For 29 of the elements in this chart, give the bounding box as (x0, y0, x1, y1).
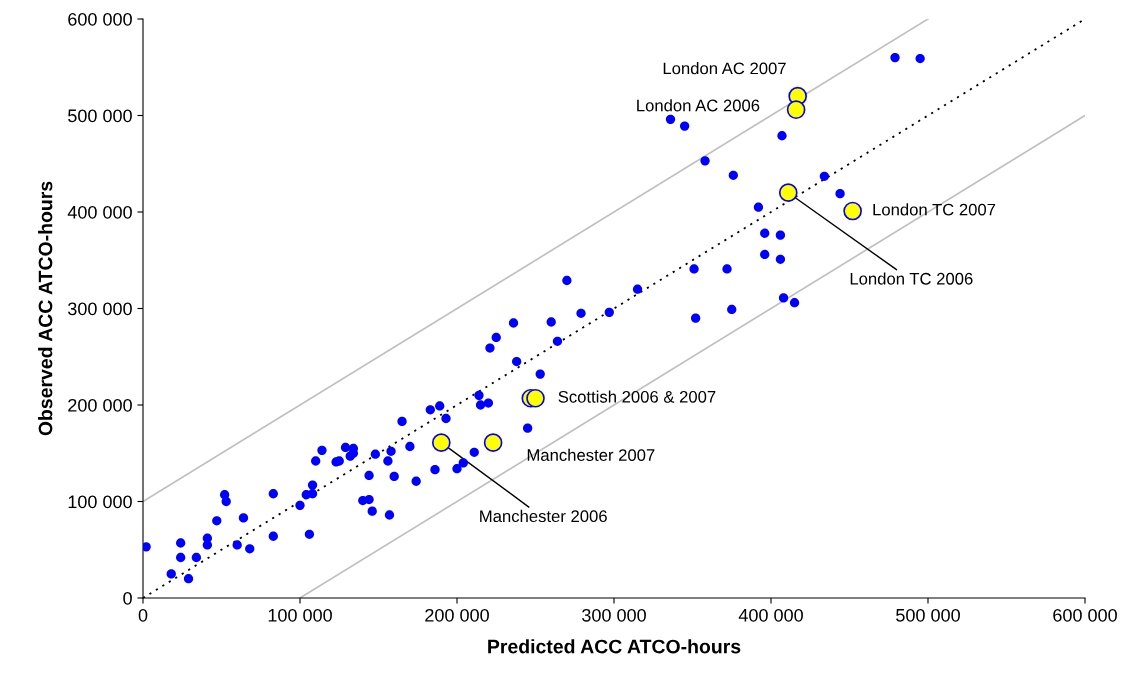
y-tick-label: 400 000 (67, 205, 132, 219)
annotation: Scottish 2006 & 2007 (558, 390, 716, 403)
y-tick-label: 200 000 (68, 398, 132, 412)
x-tick-label: 300 000 (582, 608, 646, 622)
annotation: London TC 2006 (850, 272, 973, 285)
x-tick-label: 600 000 (1053, 608, 1117, 622)
x-axis-title: Predicted ACC ATCO-hours (488, 639, 741, 654)
y-axis-title: Observed ACC ATCO-hours (38, 181, 53, 436)
point (843, 201, 862, 221)
x-tick-label: 200 000 (425, 608, 489, 622)
y-tick-label: 300 000 (68, 302, 132, 316)
x-tick-label: 500 000 (896, 608, 960, 622)
y-tick-label: 100 000 (68, 495, 132, 509)
annotation: London TC 2007 (873, 203, 996, 216)
y-tick-label: 600 000 (68, 12, 132, 26)
annotation: Manchester 2007 (527, 448, 655, 461)
point (778, 183, 798, 203)
point (483, 433, 503, 452)
point (526, 388, 545, 408)
x-tick-label: 0 (138, 608, 148, 622)
x-tick-label: 400 000 (738, 608, 803, 622)
annotation: Manchester 2006 (480, 509, 607, 523)
y-tick-label: 500 000 (68, 109, 132, 123)
y-tick-label: 0 (123, 591, 132, 605)
point (786, 100, 806, 120)
point (431, 433, 451, 452)
annotation: London AC 2007 (663, 62, 786, 75)
annotation: London AC 2006 (637, 99, 760, 112)
x-tick-label: 100 000 (268, 608, 332, 622)
